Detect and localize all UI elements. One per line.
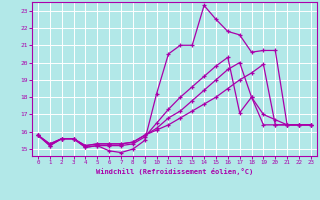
X-axis label: Windchill (Refroidissement éolien,°C): Windchill (Refroidissement éolien,°C) bbox=[96, 168, 253, 175]
